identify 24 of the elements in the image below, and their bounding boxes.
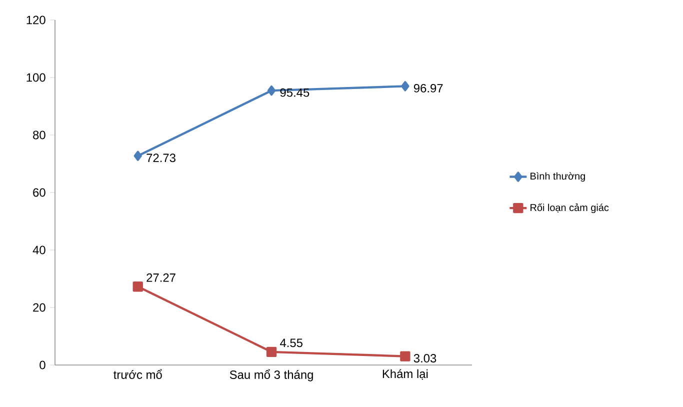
legend-label: Bình thường xyxy=(530,172,585,182)
point xyxy=(132,282,143,292)
data-label: 72.73 xyxy=(146,154,176,162)
data-label: 3.03 xyxy=(414,354,436,363)
data-label: 27.27 xyxy=(146,273,176,282)
y-tick-label: 100 xyxy=(26,73,46,82)
point xyxy=(134,150,142,161)
x-tick-label: Sau mổ 3 tháng xyxy=(230,369,313,382)
y-tick-label: 0 xyxy=(40,360,46,370)
point xyxy=(266,346,277,358)
y-tick-label: 20 xyxy=(33,303,46,312)
y-tick-label: 40 xyxy=(32,246,46,254)
point xyxy=(401,81,410,92)
legend-label: Rối loạn cảm giác xyxy=(530,203,609,214)
y-tick-label: 60 xyxy=(33,188,46,197)
point xyxy=(267,85,276,96)
data-label: 95.45 xyxy=(280,88,310,97)
y-tick-label: 80 xyxy=(33,130,46,140)
y-tick-label: 120 xyxy=(26,16,46,24)
x-tick-label: trước mổ xyxy=(114,369,162,379)
data-label: 4.55 xyxy=(280,338,302,348)
point xyxy=(400,351,410,362)
data-label: 96.97 xyxy=(414,84,443,92)
x-tick-label: Khám lại xyxy=(382,369,428,380)
